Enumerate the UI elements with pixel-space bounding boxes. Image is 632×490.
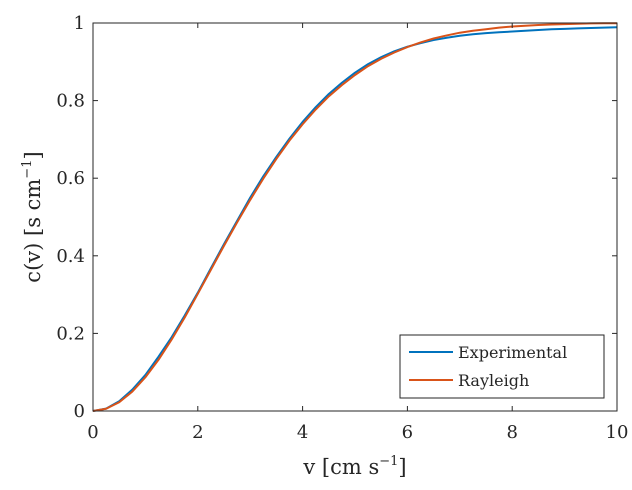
y-tick-label: 0.8: [56, 91, 85, 112]
x-tick-label: 6: [402, 422, 413, 443]
x-axis-label: v [cm s−1]: [302, 454, 406, 479]
y-tick-label: 0.4: [56, 246, 85, 267]
series-layer: [92, 22, 618, 412]
x-tick-label: 10: [606, 422, 629, 443]
x-tick-label: 2: [192, 422, 203, 443]
y-tick-label: 0.6: [56, 168, 85, 189]
y-tick-label: 0.2: [56, 323, 85, 344]
y-axis-label: c(v) [s cm−1]: [20, 151, 45, 282]
series-line-rayleigh: [92, 22, 618, 412]
y-axis-ticks: 0 0.2 0.4 0.6 0.8 1: [56, 13, 617, 422]
x-tick-label: 8: [506, 422, 517, 443]
x-tick-label: 0: [87, 422, 98, 443]
x-tick-label: 4: [297, 422, 308, 443]
x-axis-label-main: v [cm s: [302, 455, 379, 479]
y-tick-label: 0: [74, 401, 85, 422]
legend-label-rayleigh: Rayleigh: [458, 371, 529, 390]
y-tick-label: 1: [74, 13, 85, 34]
x-axis-ticks: 0 2 4 6 8 10: [87, 23, 628, 443]
series-line-experimental: [92, 26, 618, 412]
x-axis-label-exponent: −1: [379, 454, 398, 469]
legend: Experimental Rayleigh: [399, 334, 605, 399]
plot-area: [92, 22, 618, 412]
legend-label-experimental: Experimental: [458, 343, 567, 362]
y-axis-label-end: ]: [21, 151, 45, 159]
axes-box: [92, 22, 618, 412]
x-axis-label-end: ]: [398, 455, 406, 479]
y-axis-label-exponent: −1: [20, 160, 35, 179]
legend-box: [399, 334, 605, 399]
y-axis-label-main: c(v) [s cm: [21, 179, 45, 283]
